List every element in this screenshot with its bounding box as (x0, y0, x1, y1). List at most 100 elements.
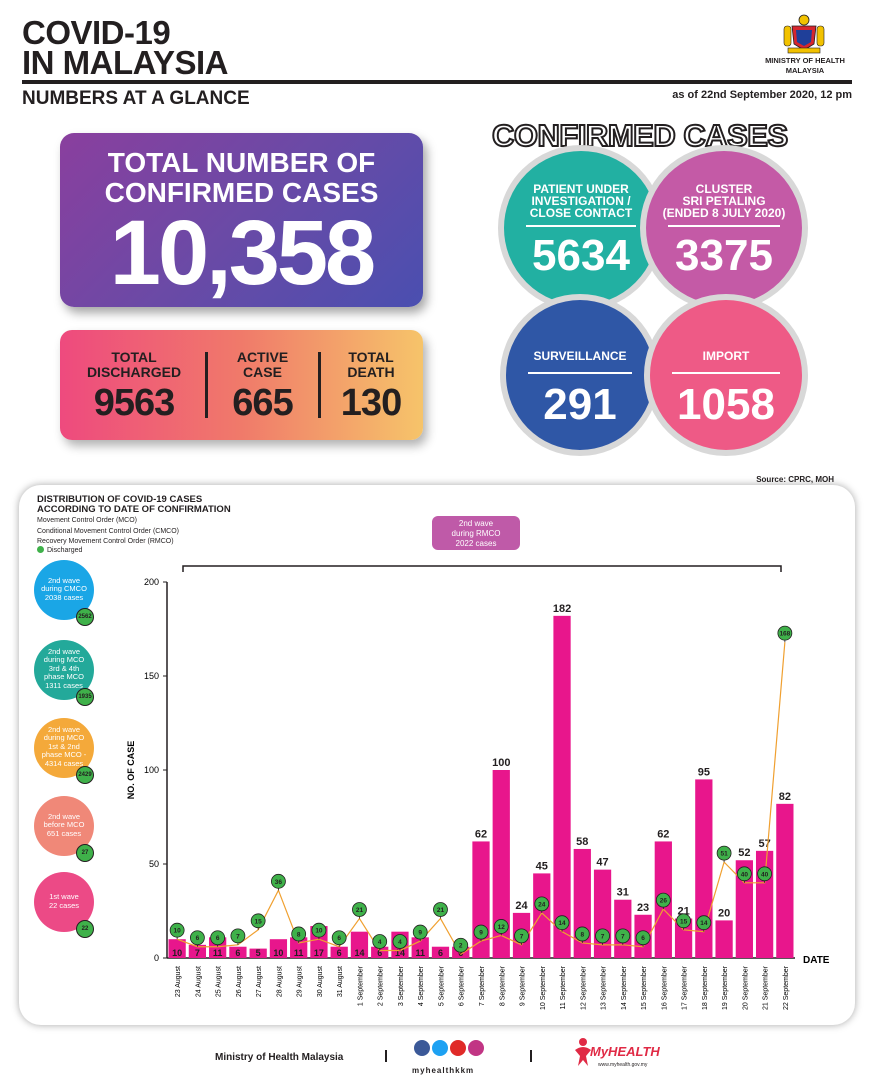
x-tick-label: 26 August (236, 966, 243, 997)
cluster-value: 3375 (675, 231, 773, 280)
x-tick-label: 21 September (763, 965, 770, 1010)
discharged-point (615, 928, 631, 944)
bar-value-label: 20 (718, 907, 730, 919)
rmco-bracket (182, 565, 782, 572)
discharged-point (777, 625, 793, 641)
x-tick-label: 15 September (641, 965, 648, 1010)
wave-circle-text: phase MCO - (41, 750, 87, 759)
ministry-name-line-2: MALAYSIA (785, 66, 825, 75)
discharged-point (514, 928, 529, 944)
stats-divider (318, 352, 321, 418)
bar-value-label: 62 (475, 828, 487, 840)
wave-discharged-badge: 27 (76, 844, 94, 862)
y-tick-label: 0 (154, 953, 159, 963)
discharged-value-label: 21 (437, 907, 445, 914)
discharged-value-label: 7 (601, 933, 605, 940)
discharged-point (554, 915, 570, 931)
x-tick-label: 17 September (682, 965, 689, 1010)
bar-value-label: 57 (758, 838, 770, 850)
myhealth-logo-icon (575, 1038, 591, 1066)
discharged-point (757, 866, 773, 882)
discharged-point (736, 866, 752, 882)
discharged-value-label: 9 (418, 930, 422, 937)
y-tick-label: 100 (144, 765, 159, 775)
bar-value-label: 182 (553, 603, 571, 615)
surveillance-value: 291 (543, 380, 617, 429)
title-line-1: COVID-19 (22, 14, 171, 51)
coat-of-arms-icon (783, 14, 825, 54)
footer-handle: myhealthkkm (412, 1066, 475, 1075)
discharged-value-label: 4 (398, 939, 402, 946)
legend-mco: Movement Control Order (MCO) (37, 517, 137, 524)
discharged-point (250, 913, 266, 929)
twitter-icon[interactable] (432, 1040, 448, 1056)
discharged-point (716, 845, 732, 861)
x-tick-label: 31 August (337, 966, 344, 997)
wave-circle: 1st wave 22 cases 22 (34, 872, 94, 938)
wave-circle-text: before MCO (43, 820, 85, 829)
bar (249, 948, 267, 958)
discharged-value-label: 9 (479, 930, 483, 937)
bar-value-label: 11 (213, 948, 223, 958)
discharged-value-label: 15 (255, 918, 263, 925)
discharged-value-label: 40 (761, 871, 769, 878)
bar (492, 770, 510, 958)
discharged-value-label: 8 (580, 931, 584, 938)
bar-value-label: 45 (536, 860, 548, 872)
x-tick-label: 25 August (216, 966, 223, 997)
discharged-point (453, 937, 469, 953)
bar-value-label: 11 (294, 948, 304, 958)
bar (674, 918, 693, 958)
wave-circle: 2nd wave during CMCO 2038 cases 2562 (34, 560, 94, 626)
discharged-point (696, 915, 712, 931)
youtube-icon[interactable] (450, 1040, 466, 1056)
discharged-point (574, 926, 590, 942)
x-tick-label: 28 August (276, 966, 283, 997)
bar-value-label: 10 (172, 948, 182, 958)
bar-value-label: 24 (515, 900, 528, 912)
bar-value-label: 6 (337, 948, 342, 958)
discharged-value-label: 10 (315, 928, 323, 935)
discharged-value-label: 6 (196, 935, 200, 942)
footer-separator (385, 1050, 387, 1062)
bar (229, 946, 247, 958)
wave-discharged-badge: 1935 (76, 688, 94, 706)
header-divider (22, 80, 852, 84)
bar-value-label: 52 (738, 847, 750, 859)
wave-circle: 2nd wave during MCO 1st & 2nd phase MCO -43… (34, 718, 94, 784)
facebook-icon[interactable] (414, 1040, 430, 1056)
bar-value-label: 10 (273, 948, 283, 958)
discharged-value-label: 6 (337, 935, 341, 942)
discharged-value-label: 40 (741, 871, 749, 878)
discharged-point (534, 896, 550, 912)
discharged-point (331, 930, 347, 946)
bar (553, 615, 571, 958)
x-tick-label: 2 September (378, 965, 385, 1006)
discharged-label: TOTAL DISCHARGED (86, 349, 182, 380)
discharged-value-label: 168 (779, 631, 790, 638)
wave-discharged-badge: 2562 (76, 608, 94, 626)
discharged-point (392, 934, 408, 949)
x-tick-label: 27 August (256, 966, 263, 997)
discharged-value-label: 14 (558, 920, 566, 927)
discharged-value-label: 51 (720, 851, 728, 858)
footer-ministry: Ministry of Health Malaysia (215, 1052, 344, 1063)
bar (431, 946, 450, 958)
discharged-value-label: 14 (700, 920, 708, 927)
wave-circle-text: 2nd wave (47, 724, 81, 734)
discharged-value-label: 7 (236, 933, 240, 940)
wave-circle-text: 2038 cases (44, 592, 84, 602)
cluster-divider (668, 225, 780, 227)
x-tick-label: 29 August (297, 966, 304, 997)
social-icons (414, 1040, 484, 1061)
pui-circle: PATIENT UNDER INVESTIGATION / CLOSE CONTAC… (498, 145, 664, 311)
stats-divider (205, 352, 208, 418)
bar-value-label: 6 (438, 948, 443, 958)
death-value: 130 (340, 382, 402, 424)
instagram-icon[interactable] (468, 1040, 484, 1056)
surveillance-divider (528, 372, 632, 374)
bar-value-label: 95 (698, 766, 710, 778)
ministry-name-line-1: MINISTRY OF HEALTH (765, 56, 845, 65)
x-tick-label: 23 August (175, 966, 182, 997)
